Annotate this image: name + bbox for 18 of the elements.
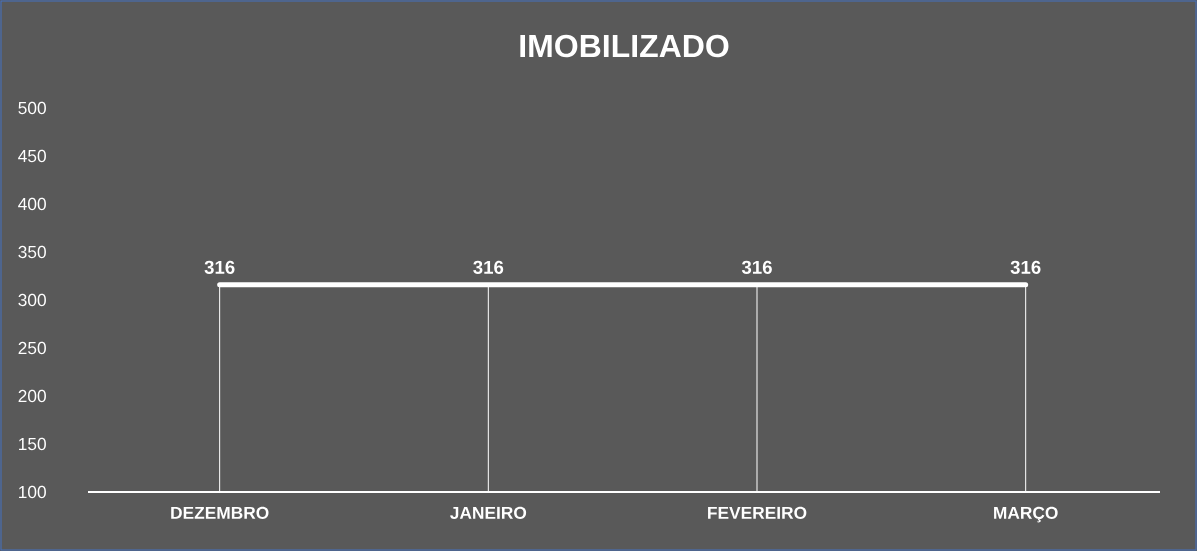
y-tick-label: 200 bbox=[18, 389, 46, 403]
data-label: 316 bbox=[741, 260, 772, 274]
x-tick-label: MARÇO bbox=[994, 506, 1058, 523]
y-tick-label: 150 bbox=[19, 437, 46, 451]
y-tick-label: 300 bbox=[18, 293, 46, 307]
x-tick-label: JANEIRO bbox=[450, 506, 527, 519]
data-label: 316 bbox=[473, 260, 504, 274]
y-tick-label: 350 bbox=[18, 245, 46, 259]
data-label: 316 bbox=[1010, 260, 1041, 274]
y-tick-label: 450 bbox=[18, 149, 46, 163]
chart-title: IMOBILIZADO bbox=[520, 34, 729, 58]
y-tick-label: 400 bbox=[18, 197, 46, 211]
x-tick-label: FEVEREIRO bbox=[708, 506, 807, 519]
y-tick-label: 100 bbox=[19, 485, 46, 499]
x-tick-label: DEZEMBRO bbox=[171, 506, 269, 519]
y-tick-label: 500 bbox=[18, 101, 46, 115]
data-label: 316 bbox=[204, 260, 235, 274]
y-tick-label: 250 bbox=[18, 341, 46, 355]
